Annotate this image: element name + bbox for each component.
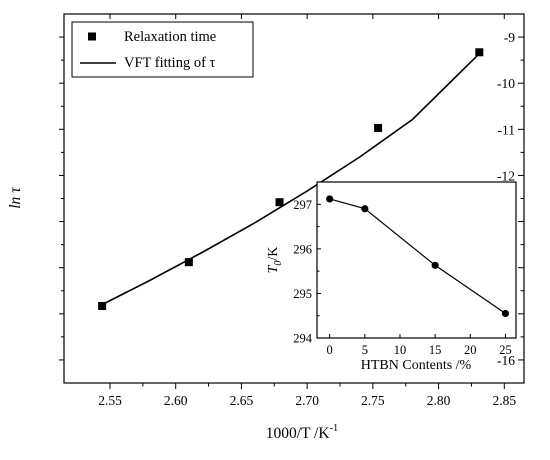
- inset-x-tick-label: 25: [499, 343, 512, 357]
- x-tick-label: 2.65: [230, 393, 254, 408]
- relaxation-time-point: [184, 258, 193, 267]
- legend-label-relaxation: Relaxation time: [124, 29, 216, 45]
- inset-y-tick-label: 297: [293, 198, 312, 212]
- inset-y-tick-label: 294: [293, 332, 313, 346]
- inset-t0-point: [361, 205, 369, 213]
- y-tick-label: -9: [504, 30, 515, 45]
- inset-x-axis-label: HTBN Contents /%: [361, 358, 472, 373]
- relaxation-time-point: [374, 123, 383, 132]
- inset-x-tick-label: 5: [362, 343, 368, 357]
- legend-label-vft: VFT fitting of τ: [124, 55, 216, 71]
- y-tick-label: -16: [497, 353, 515, 368]
- x-tick-label: 2.60: [164, 393, 188, 408]
- x-tick-label: 2.55: [98, 393, 122, 408]
- main-axis-ticks: [59, 14, 524, 389]
- inset-frame: [316, 181, 517, 339]
- y-axis-label: ln τ: [7, 186, 24, 209]
- x-tick-label: 2.70: [295, 393, 319, 408]
- x-tick-label: 2.75: [361, 393, 385, 408]
- relaxation-time-point: [98, 301, 107, 310]
- inset-t0-line: [329, 198, 506, 314]
- inset-x-tick-label: 15: [429, 343, 442, 357]
- inset-t0-point: [326, 195, 334, 203]
- inset-x-tick-label: 20: [464, 343, 477, 357]
- inset-y-axis-label: T0/K: [266, 247, 284, 274]
- legend-square-marker: [88, 32, 96, 41]
- relaxation-time-point: [475, 48, 484, 57]
- x-tick-label: 2.85: [492, 393, 516, 408]
- inset-t0-point: [431, 261, 439, 269]
- inset-y-tick-label: 295: [293, 287, 312, 301]
- relaxation-time-markers: [98, 48, 484, 310]
- inset-y-tick-label: 296: [293, 242, 312, 256]
- relaxation-time-point: [275, 198, 284, 207]
- y-tick-label: -10: [497, 76, 515, 91]
- x-axis-label: 1000/T /K-1: [266, 423, 339, 442]
- y-tick-label: -11: [498, 122, 516, 137]
- inset-x-tick-label: 10: [394, 343, 407, 357]
- x-tick-label: 2.80: [427, 393, 451, 408]
- y-tick-label: -12: [497, 168, 515, 183]
- inset-t0-markers: [326, 195, 510, 318]
- vft-fit-line: [101, 53, 480, 306]
- legend-frame: [71, 21, 254, 78]
- inset-t0-point: [501, 309, 510, 318]
- inset-axis-ticks: [317, 203, 506, 339]
- legend: Relaxation time VFT fitting of τ: [71, 21, 254, 78]
- inset-x-tick-label: 0: [327, 343, 333, 357]
- inset-axis-tick-labels: 0 5 10 15 20 25 294 295 296 297: [293, 198, 511, 357]
